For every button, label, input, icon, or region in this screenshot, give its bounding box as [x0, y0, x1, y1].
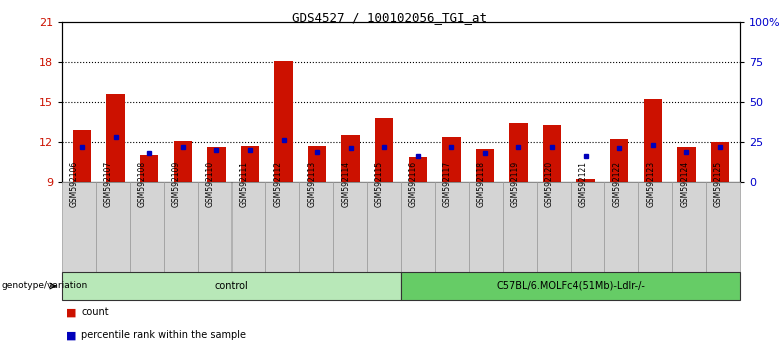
- Bar: [207, 147, 225, 182]
- Text: GSM592121: GSM592121: [579, 161, 587, 207]
- Text: GSM592124: GSM592124: [680, 161, 690, 207]
- Text: GSM592120: GSM592120: [544, 161, 554, 207]
- Bar: [308, 146, 326, 182]
- Text: control: control: [215, 281, 248, 291]
- Text: GSM592113: GSM592113: [307, 161, 316, 207]
- Text: GSM592114: GSM592114: [341, 161, 350, 207]
- Bar: [476, 149, 495, 182]
- Text: GSM592123: GSM592123: [647, 161, 655, 207]
- Text: GSM592111: GSM592111: [239, 161, 249, 207]
- Text: ■: ■: [66, 330, 76, 341]
- Text: GSM592116: GSM592116: [409, 161, 418, 207]
- Text: GSM592118: GSM592118: [477, 161, 486, 207]
- Bar: [174, 141, 192, 182]
- Text: GSM592112: GSM592112: [273, 161, 282, 207]
- Bar: [73, 130, 91, 182]
- Text: percentile rank within the sample: percentile rank within the sample: [81, 330, 246, 341]
- Text: GSM592110: GSM592110: [206, 161, 215, 207]
- Text: GSM592107: GSM592107: [104, 161, 113, 207]
- Bar: [509, 123, 528, 182]
- Text: GSM592117: GSM592117: [443, 161, 452, 207]
- Bar: [644, 99, 662, 182]
- Bar: [442, 137, 460, 182]
- Text: count: count: [81, 307, 109, 318]
- Text: GSM592119: GSM592119: [511, 161, 519, 207]
- Bar: [677, 147, 696, 182]
- Bar: [543, 125, 562, 182]
- Bar: [342, 135, 360, 182]
- Text: GSM592122: GSM592122: [612, 161, 622, 207]
- Text: GSM592109: GSM592109: [172, 161, 181, 207]
- Bar: [375, 118, 393, 182]
- Text: GDS4527 / 100102056_TGI_at: GDS4527 / 100102056_TGI_at: [292, 11, 488, 24]
- Bar: [610, 139, 629, 182]
- Text: genotype/variation: genotype/variation: [2, 281, 88, 291]
- Text: GSM592108: GSM592108: [138, 161, 147, 207]
- Text: ■: ■: [66, 307, 76, 318]
- Bar: [241, 146, 259, 182]
- Text: GSM592125: GSM592125: [714, 161, 723, 207]
- Text: GSM592115: GSM592115: [375, 161, 384, 207]
- Text: C57BL/6.MOLFc4(51Mb)-Ldlr-/-: C57BL/6.MOLFc4(51Mb)-Ldlr-/-: [496, 281, 645, 291]
- Bar: [409, 157, 427, 182]
- Bar: [140, 155, 158, 182]
- Text: GSM592106: GSM592106: [70, 161, 79, 207]
- Bar: [275, 61, 292, 182]
- Bar: [107, 94, 125, 182]
- Bar: [576, 179, 595, 182]
- Bar: [711, 142, 729, 182]
